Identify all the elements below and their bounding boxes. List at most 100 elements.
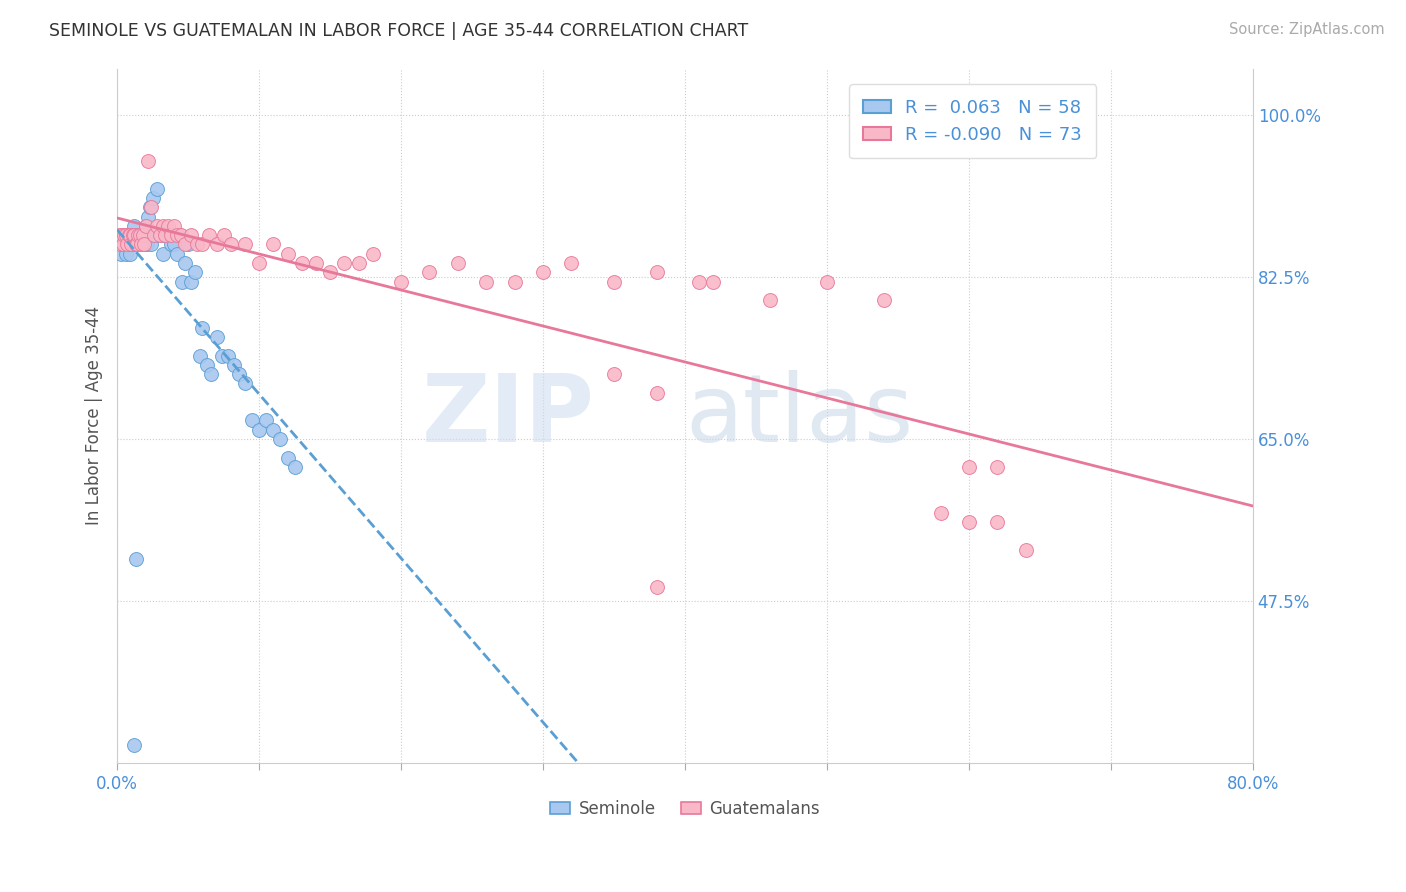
Point [361, 246, 384, 260]
Point [319, 265, 342, 279]
Point [108, 237, 131, 252]
Point [759, 293, 782, 307]
Point [986, 459, 1008, 474]
Point [146, 182, 169, 196]
Point [247, 256, 270, 270]
Text: SEMINOLE VS GUATEMALAN IN LABOR FORCE | AGE 35-44 CORRELATION CHART: SEMINOLE VS GUATEMALAN IN LABOR FORCE | … [49, 22, 748, 40]
Point [163, 219, 186, 233]
Point [195, 358, 218, 372]
Point [418, 265, 440, 279]
Point [188, 349, 211, 363]
Point [174, 256, 197, 270]
Point [160, 237, 183, 252]
Point [254, 413, 277, 427]
Point [603, 367, 626, 381]
Point [262, 237, 284, 252]
Point [645, 265, 668, 279]
Point [262, 423, 284, 437]
Point [135, 219, 157, 233]
Point [957, 516, 980, 530]
Point [117, 228, 139, 243]
Point [131, 237, 153, 252]
Point [152, 219, 174, 233]
Point [191, 237, 214, 252]
Point [118, 246, 141, 260]
Point [198, 228, 221, 243]
Point [269, 432, 291, 446]
Point [186, 237, 208, 252]
Point [172, 275, 194, 289]
Point [131, 237, 153, 252]
Point [124, 552, 146, 566]
Point [134, 237, 156, 252]
Point [129, 228, 152, 243]
Point [531, 265, 554, 279]
Point [143, 228, 166, 243]
Point [1015, 543, 1038, 558]
Point [200, 367, 222, 381]
Point [560, 256, 582, 270]
Point [347, 256, 370, 270]
Point [122, 228, 145, 243]
Point [149, 228, 172, 243]
Point [291, 256, 314, 270]
Point [149, 228, 172, 243]
Point [124, 237, 146, 252]
Point [957, 459, 980, 474]
Point [447, 256, 470, 270]
Point [112, 228, 135, 243]
Point [702, 275, 724, 289]
Point [120, 237, 142, 252]
Point [110, 246, 132, 260]
Point [141, 201, 163, 215]
Point [219, 237, 242, 252]
Point [135, 219, 157, 233]
Point [121, 228, 143, 243]
Point [247, 423, 270, 437]
Point [815, 275, 838, 289]
Point [155, 228, 177, 243]
Point [688, 275, 710, 289]
Text: ZIP: ZIP [422, 370, 595, 462]
Point [136, 237, 159, 252]
Point [170, 228, 193, 243]
Point [124, 237, 146, 252]
Point [117, 228, 139, 243]
Point [129, 228, 152, 243]
Point [125, 237, 148, 252]
Point [645, 580, 668, 594]
Point [138, 154, 160, 169]
Point [191, 321, 214, 335]
Point [132, 228, 155, 243]
Point [122, 738, 145, 752]
Point [108, 237, 131, 252]
Point [125, 228, 148, 243]
Point [114, 228, 136, 243]
Point [139, 201, 162, 215]
Point [929, 506, 952, 520]
Point [228, 367, 250, 381]
Point [211, 349, 233, 363]
Text: Source: ZipAtlas.com: Source: ZipAtlas.com [1229, 22, 1385, 37]
Point [110, 228, 132, 243]
Point [305, 256, 328, 270]
Point [121, 228, 143, 243]
Point [143, 228, 166, 243]
Point [142, 191, 165, 205]
Point [107, 228, 129, 243]
Point [503, 275, 526, 289]
Point [277, 450, 299, 465]
Point [212, 228, 235, 243]
Point [127, 228, 149, 243]
Point [180, 275, 202, 289]
Point [333, 256, 356, 270]
Point [217, 349, 239, 363]
Point [138, 210, 160, 224]
Point [115, 237, 138, 252]
Point [205, 330, 228, 344]
Point [152, 246, 174, 260]
Point [115, 237, 138, 252]
Point [157, 219, 180, 233]
Point [169, 228, 191, 243]
Text: atlas: atlas [685, 370, 914, 462]
